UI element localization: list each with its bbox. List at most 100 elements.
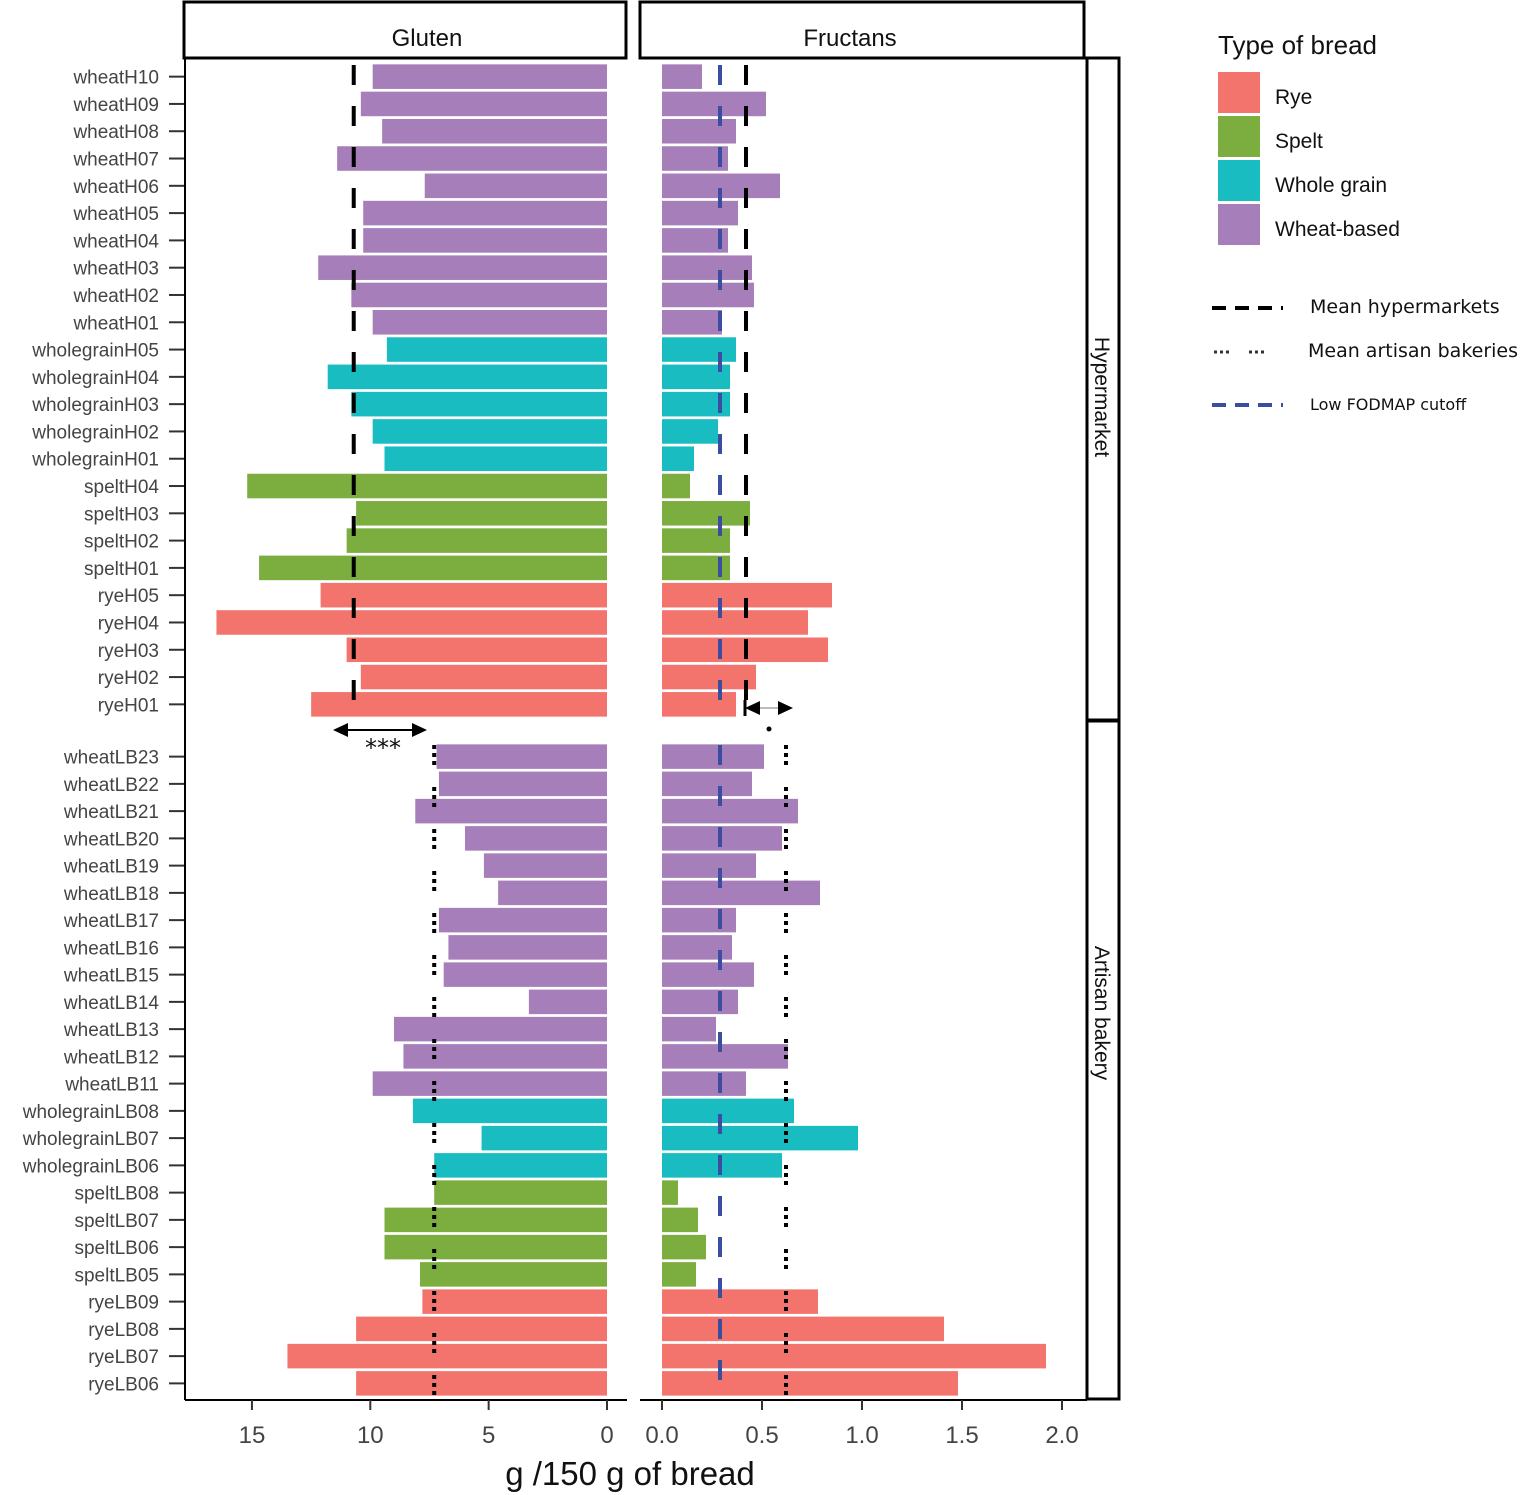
bar-fructans-wheatH10 [662, 64, 702, 89]
bar-gluten-ryeH01 [311, 692, 607, 717]
y-tick-label: speltLB08 [74, 1184, 159, 1205]
bar-gluten-wholegrainH05 [386, 337, 607, 362]
bar-gluten-wholegrainLB08 [412, 1098, 607, 1124]
y-tick-label: ryeH03 [98, 641, 159, 662]
bar-gluten-wheatLB23 [436, 744, 607, 769]
y-tick-label: speltH01 [84, 559, 159, 580]
bar-fructans-wheatLB18 [662, 880, 820, 906]
bar-fructans-wholegrainH01 [662, 446, 694, 472]
y-tick-label: speltH03 [84, 504, 159, 525]
y-tick-label: wheatLB11 [64, 1075, 159, 1096]
gluten-sig-label: *** [365, 734, 401, 762]
bar-fructans-wheatLB14 [662, 989, 738, 1015]
bar-fructans-wheatH01 [662, 309, 722, 335]
bar-fructans-wholegrainH02 [662, 419, 718, 444]
bar-gluten-wholegrainH04 [327, 364, 607, 390]
bar-fructans-ryeLB06 [662, 1371, 958, 1396]
y-tick-label: ryeH05 [98, 586, 159, 607]
bar-gluten-wheatLB21 [415, 798, 607, 824]
bar-gluten-wheatLB12 [403, 1044, 607, 1069]
x-tick-label-fructans: 0.0 [645, 1422, 678, 1449]
x-tick-label-gluten: 5 [482, 1422, 495, 1449]
bar-fructans-wheatH05 [662, 200, 738, 226]
bar-gluten-wholegrainH01 [384, 446, 607, 472]
bar-fructans-wholegrainLB07 [662, 1125, 858, 1151]
bar-gluten-speltH01 [259, 555, 607, 581]
legend-swatch-icon [1218, 204, 1260, 245]
y-tick-label: ryeLB06 [88, 1374, 159, 1395]
y-tick-label: wheatH06 [72, 177, 159, 198]
bar-fructans-ryeH02 [662, 664, 756, 690]
bar-gluten-speltLB08 [434, 1180, 607, 1205]
bar-gluten-wheatLB17 [438, 907, 607, 933]
x-tick-label-gluten: 10 [357, 1422, 384, 1449]
legend-label: Mean hypermarkets [1310, 296, 1500, 318]
y-tick-label: wholegrainH01 [31, 450, 159, 471]
facet-hypermarket: wheatH10 wheatH09 wheatH08 wheatH07 wheatH06… [31, 64, 832, 718]
y-tick-label: wheatH04 [72, 231, 159, 252]
legend-fill-items: Rye Spelt Whole grain Wheat-based [1218, 72, 1400, 245]
y-tick-label: wheatH01 [72, 313, 159, 334]
legend-item-whole-grain: Whole grain [1218, 160, 1387, 201]
bar-gluten-wheatLB16 [448, 935, 607, 960]
bar-fructans-speltLB06 [662, 1234, 706, 1260]
bar-fructans-wholegrainH05 [662, 337, 736, 362]
x-axis-label: g /150 g of bread [505, 1455, 755, 1492]
y-tick-label: speltH04 [84, 477, 159, 498]
bar-gluten-speltLB05 [420, 1262, 607, 1287]
bar-fructans-ryeH01 [662, 692, 736, 717]
strip-gluten: Gluten [182, 0, 628, 60]
bar-gluten-wheatH06 [424, 173, 607, 199]
y-tick-label: speltH02 [84, 532, 159, 553]
facet-artisan-bakery: wheatLB23 wheatLB22 wheatLB21 wheatLB20 whea… [22, 744, 1046, 1397]
legend-label: Whole grain [1275, 174, 1387, 197]
y-tick-label: wholegrainH05 [31, 341, 159, 362]
y-tick-label: speltLB07 [74, 1211, 159, 1232]
bar-fructans-speltH03 [662, 501, 750, 526]
y-tick-label: wheatLB20 [63, 829, 159, 850]
y-tick-label: ryeLB09 [88, 1293, 159, 1314]
bar-gluten-wheatH02 [351, 282, 607, 308]
bar-fructans-wheatH04 [662, 228, 728, 253]
bar-gluten-wheatH08 [382, 118, 607, 144]
bar-gluten-speltLB07 [384, 1207, 607, 1233]
bar-fructans-ryeLB08 [662, 1316, 944, 1342]
strip-hypermarket-label: Hypermarket [1090, 337, 1113, 457]
bar-fructans-wheatH08 [662, 118, 736, 144]
y-tick-label: wholegrainLB07 [22, 1129, 159, 1150]
bar-gluten-speltH03 [356, 501, 607, 526]
fructans-sig-arrowhead-right [778, 701, 793, 715]
y-tick-label: wholegrainLB06 [22, 1156, 159, 1177]
legend-item-low-fodmap: Low FODMAP cutoff [1212, 395, 1467, 414]
y-tick-label: wheatLB13 [63, 1020, 159, 1041]
bar-gluten-wheatLB11 [372, 1071, 607, 1096]
fructans-sig-arrowhead-left [745, 701, 760, 715]
legend-item-spelt: Spelt [1218, 116, 1323, 157]
bar-gluten-ryeLB08 [356, 1316, 607, 1342]
bar-gluten-ryeLB06 [356, 1371, 607, 1396]
bar-gluten-wheatH07 [337, 146, 607, 171]
legend-label: Wheat-based [1275, 218, 1400, 241]
y-tick-label: wheatH05 [72, 204, 159, 225]
x-tick-label-gluten: 15 [239, 1422, 266, 1449]
bar-gluten-wholegrainH02 [372, 419, 607, 444]
plot-area: wheatH10 wheatH09 wheatH08 wheatH07 wheatH06… [22, 64, 1046, 1397]
x-tick-label-fructans: 1.0 [845, 1422, 878, 1449]
bar-fructans-wheatLB17 [662, 907, 736, 933]
legend-swatch-icon [1218, 160, 1260, 201]
y-tick-label: wheatH08 [72, 122, 159, 143]
strip-artisan: Artisan bakery [1085, 719, 1121, 1401]
y-tick-label: ryeH04 [98, 613, 160, 634]
y-tick-label: wheatLB15 [63, 966, 159, 987]
bar-fructans-wheatLB15 [662, 962, 754, 987]
y-tick-label: wheatLB19 [63, 857, 159, 878]
y-tick-label: ryeLB08 [88, 1320, 159, 1341]
bar-gluten-wheatH10 [372, 64, 607, 89]
y-tick-label: wholegrainH04 [31, 368, 159, 389]
legend-item-wheat-based: Wheat-based [1218, 204, 1400, 245]
bar-gluten-wheatLB14 [528, 989, 607, 1015]
legend-swatch-icon [1218, 72, 1260, 113]
y-tick-label: wholegrainH03 [31, 395, 159, 416]
y-tick-label: wheatH02 [72, 286, 159, 307]
bar-gluten-wheatLB22 [438, 771, 607, 797]
